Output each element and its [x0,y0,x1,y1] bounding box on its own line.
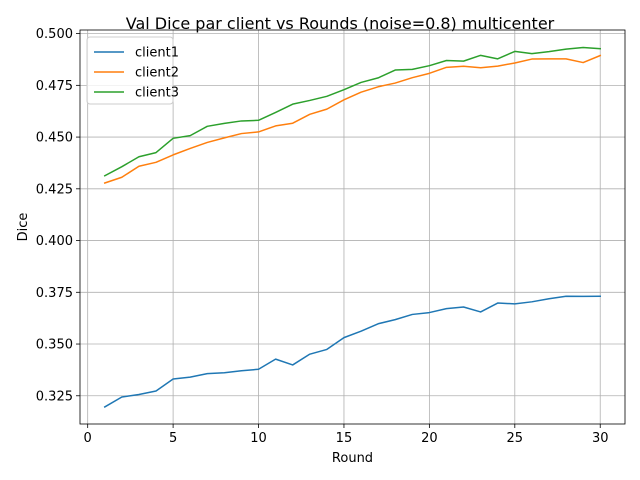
x-axis-label: Round [332,451,373,466]
x-tick-label: 15 [336,431,353,446]
x-tick-label: 5 [169,431,177,446]
y-tick-label: 0.375 [36,286,73,301]
y-tick-label: 0.350 [36,338,73,353]
legend-label-client2: client2 [135,66,179,81]
y-tick-label: 0.500 [36,27,73,42]
x-tick-label: 20 [421,431,438,446]
y-tick-label: 0.425 [36,182,73,197]
y-tick-label: 0.475 [36,79,73,94]
x-tick-label: 0 [84,431,92,446]
y-tick-label: 0.400 [36,234,73,249]
y-axis-label: Dice [16,213,31,242]
x-axis-ticks: 0 5 10 15 20 25 30 [84,424,609,446]
legend-label-client1: client1 [135,46,179,61]
legend: client1 client2 client3 [86,36,179,105]
series-lines [103,46,602,408]
legend-label-client3: client3 [135,86,179,101]
x-tick-label: 10 [250,431,267,446]
y-axis-ticks: 0.325 0.350 0.375 0.400 0.425 0.450 0.475 0.500 [36,27,80,404]
x-tick-label: 25 [507,431,524,446]
y-tick-label: 0.450 [36,131,73,146]
x-tick-label: 30 [592,431,609,446]
series-line-client2 [103,54,602,184]
legend-frame [86,36,174,105]
grid [80,30,625,424]
series-line-client1 [103,295,601,408]
chart-title: Val Dice par client vs Rounds (noise=0.8… [126,14,555,33]
plot-frame [79,29,626,425]
series-line-client3 [103,46,602,177]
y-tick-label: 0.325 [36,389,73,404]
